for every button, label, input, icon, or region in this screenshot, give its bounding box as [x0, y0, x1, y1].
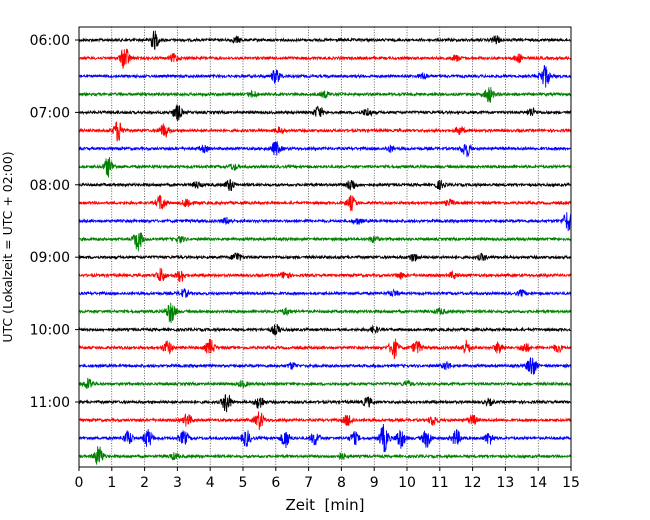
y-axis-ticks: 06:00 07:00 08:00 09:00 10:00 11:00 — [30, 33, 79, 411]
x-tick-label: 13 — [496, 475, 514, 491]
trace-0715 — [78, 121, 572, 142]
x-tick-label: 5 — [239, 475, 248, 491]
trace-0630 — [78, 64, 572, 88]
x-tick-label: 6 — [271, 475, 280, 491]
trace-1015 — [78, 338, 572, 360]
plot-frame — [78, 26, 572, 468]
trace-0915 — [78, 267, 572, 283]
y-tick-label: 07:00 — [30, 105, 70, 121]
trace-1045 — [78, 377, 572, 389]
trace-1130 — [78, 423, 572, 453]
trace-0930 — [78, 288, 572, 299]
x-tick-label: 7 — [304, 475, 313, 491]
trace-0600 — [78, 30, 572, 50]
vertical-grid — [111, 27, 539, 467]
trace-1100 — [78, 394, 572, 413]
x-tick-label: 1 — [107, 475, 116, 491]
x-tick-label: 8 — [337, 475, 346, 491]
trace-layer — [78, 30, 572, 465]
trace-0730 — [78, 141, 572, 158]
x-axis-label: Zeit [min] — [285, 496, 364, 514]
x-tick-label: 11 — [431, 475, 449, 491]
trace-1145 — [78, 446, 572, 465]
trace-0945 — [78, 302, 572, 323]
y-tick-label: 06:00 — [30, 33, 70, 49]
x-tick-label: 10 — [398, 475, 416, 491]
y-tick-label: 10:00 — [30, 323, 70, 339]
x-tick-label: 12 — [464, 475, 482, 491]
x-tick-label: 14 — [529, 475, 547, 491]
trace-0745 — [78, 157, 572, 178]
x-tick-label: 9 — [370, 475, 379, 491]
trace-0700 — [78, 104, 572, 121]
trace-0845 — [78, 232, 572, 252]
x-tick-label: 15 — [562, 475, 580, 491]
y-tick-label: 11:00 — [30, 395, 70, 411]
trace-0830 — [78, 212, 572, 232]
trace-0815 — [78, 195, 572, 212]
trace-0645 — [78, 87, 572, 103]
trace-1030 — [78, 357, 572, 375]
x-tick-label: 3 — [173, 475, 182, 491]
x-tick-label: 2 — [140, 475, 149, 491]
y-tick-label: 09:00 — [30, 250, 70, 266]
y-axis-label: UTC (Lokalzeit = UTC + 02:00) — [0, 151, 15, 342]
trace-1115 — [78, 411, 572, 430]
trace-0900 — [78, 252, 572, 262]
trace-0800 — [78, 179, 572, 192]
x-axis-ticks: 0 1 2 3 4 5 6 7 8 9 10 11 12 13 14 15 — [75, 467, 580, 491]
trace-1000 — [78, 323, 572, 336]
x-tick-label: 0 — [75, 475, 84, 491]
trace-0615 — [78, 48, 572, 69]
y-tick-label: 08:00 — [30, 178, 70, 194]
x-tick-label: 4 — [206, 475, 215, 491]
